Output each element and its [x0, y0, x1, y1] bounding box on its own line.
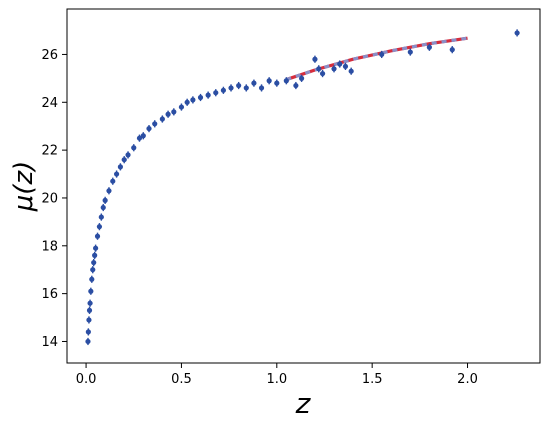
data-point: [331, 66, 337, 72]
data-point: [88, 288, 94, 294]
data-point: [91, 259, 97, 266]
plot-frame: [66, 8, 541, 364]
y-tick-label: 22: [41, 144, 58, 159]
data-point: [140, 133, 146, 139]
data-point: [100, 204, 106, 211]
data-point: [131, 145, 137, 151]
data-point: [236, 82, 242, 89]
data-point: [93, 245, 99, 251]
data-point: [171, 109, 177, 115]
data-point: [293, 82, 299, 89]
data-point: [89, 276, 95, 282]
data-point: [426, 44, 432, 50]
x-tick-label: 1.5: [362, 372, 383, 387]
y-tick-label: 26: [41, 48, 58, 63]
data-point: [86, 307, 93, 313]
data-point: [159, 116, 165, 122]
x-axis-label: z: [295, 387, 312, 420]
data-point: [125, 152, 131, 158]
data-point: [283, 78, 289, 84]
data-point: [274, 80, 280, 86]
data-point: [117, 164, 124, 170]
data-point: [197, 94, 204, 101]
x-tick-label: 0.5: [171, 372, 192, 387]
data-point: [85, 338, 91, 345]
fit-line-layer: [285, 36, 468, 82]
data-point: [348, 68, 354, 74]
axis-ticks: 0.0 0.5 1.0 1.5 2.0 14 16 18 20 22 24 26: [41, 48, 477, 387]
y-tick-label: 20: [41, 191, 58, 206]
data-point: [121, 157, 127, 163]
data-point: [220, 87, 226, 93]
y-tick-label: 18: [41, 239, 58, 254]
data-point: [85, 329, 91, 335]
data-point: [113, 171, 120, 177]
data-point: [102, 197, 108, 203]
data-point: [319, 70, 326, 77]
data-point: [178, 104, 185, 110]
x-tick-label: 0.0: [76, 372, 97, 387]
data-point: [96, 224, 103, 230]
data-point: [106, 188, 112, 194]
data-point: [251, 80, 257, 86]
y-axis-label: μ(z): [9, 161, 39, 212]
data-point: [152, 121, 158, 127]
data-points-layer: [85, 29, 520, 346]
data-point: [379, 51, 385, 58]
data-point: [342, 63, 349, 70]
data-point: [316, 66, 322, 72]
data-point: [146, 125, 152, 132]
data-point: [228, 85, 234, 91]
data-point: [94, 233, 101, 239]
y-tick-label: 14: [41, 335, 58, 350]
data-point: [92, 252, 98, 258]
data-point: [213, 90, 219, 96]
data-point: [337, 61, 343, 67]
data-point: [110, 178, 116, 184]
data-point: [190, 97, 196, 103]
data-point: [90, 267, 96, 273]
data-point: [243, 85, 249, 91]
y-tick-label: 16: [41, 287, 58, 302]
y-tick-label: 24: [41, 96, 58, 111]
data-point: [165, 111, 171, 117]
data-point: [298, 75, 305, 81]
x-tick-label: 2.0: [457, 372, 478, 387]
data-point: [86, 317, 92, 323]
x-tick-label: 1.0: [266, 372, 287, 387]
data-point: [205, 92, 211, 98]
data-point: [407, 49, 413, 55]
data-point: [87, 300, 93, 306]
data-point: [266, 78, 272, 84]
data-point: [312, 56, 318, 62]
data-point: [449, 47, 455, 53]
data-point: [514, 30, 520, 36]
data-point: [136, 135, 143, 141]
data-point: [98, 214, 104, 220]
data-point: [258, 85, 265, 91]
fit-line-dash: [285, 36, 468, 82]
data-point: [184, 99, 190, 105]
